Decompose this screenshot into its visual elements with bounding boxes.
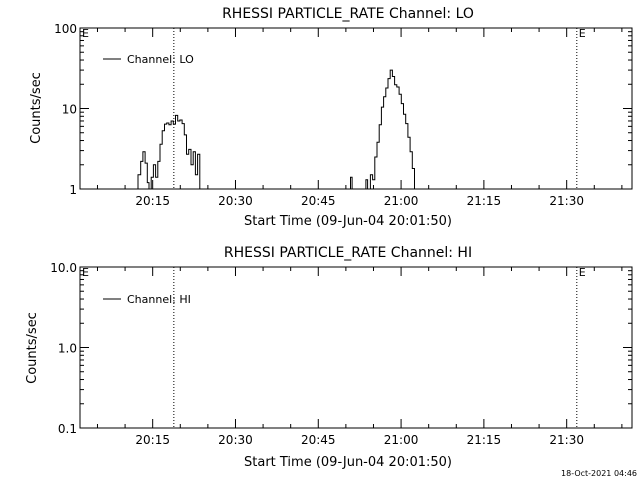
panel-hi: RHESSI PARTICLE_RATE Channel: HI Counts/… [25,245,633,470]
panel-lo-series-line [135,69,415,190]
panel-lo-ylabel: Counts/sec [29,72,44,144]
panel-hi-ytick-label: 1.0 [58,342,77,356]
panel-hi-xtick-label: 21:00 [384,433,419,447]
panel-hi-xtick-label: 21:15 [467,433,502,447]
panel-lo-xtick-label: 21:00 [384,194,419,208]
panel-lo: RHESSI PARTICLE_RATE Channel: LO Counts/… [29,6,633,229]
panel-lo-ytick-label: 1 [69,183,77,197]
panel-hi-ylabel: Counts/sec [25,312,40,384]
panel-lo-xtick-label: 21:30 [549,194,584,208]
panel-lo-xtick-label: 20:15 [135,194,170,208]
panel-lo-xtick-label: 20:30 [218,194,253,208]
footer-timestamp: 18-Oct-2021 04:46 [561,469,637,478]
panel-lo-ytick-label: 10 [62,103,77,117]
panel-lo-xtick-label: 21:15 [467,194,502,208]
panel-hi-legend-label: Channel: HI [127,293,191,306]
panel-lo-event-marker: E [579,27,586,40]
panel-hi-xtick-label: 20:45 [301,433,336,447]
panel-lo-legend-label: Channel: LO [127,53,194,66]
panel-hi-event-marker: E [579,266,586,279]
panel-lo-title: RHESSI PARTICLE_RATE Channel: LO [222,6,474,22]
panel-hi-xtick-label: 20:15 [135,433,170,447]
panel-hi-event-marker: E [82,266,89,279]
panel-lo-xtick-label: 20:45 [301,194,336,208]
panel-hi-xtick-label: 20:30 [218,433,253,447]
panel-hi-xtick-label: 21:30 [549,433,584,447]
panel-hi-ytick-label: 0.1 [58,422,77,436]
panel-hi-xlabel: Start Time (09-Jun-04 20:01:50) [244,455,452,470]
panel-lo-event-marker: E [82,27,89,40]
panel-hi-plot-frame [79,266,633,429]
panel-hi-title: RHESSI PARTICLE_RATE Channel: HI [224,245,472,261]
panel-lo-xlabel: Start Time (09-Jun-04 20:01:50) [244,214,452,229]
panel-lo-ytick-label: 100 [54,22,77,36]
panel-hi-ytick-label: 10.0 [50,261,77,275]
